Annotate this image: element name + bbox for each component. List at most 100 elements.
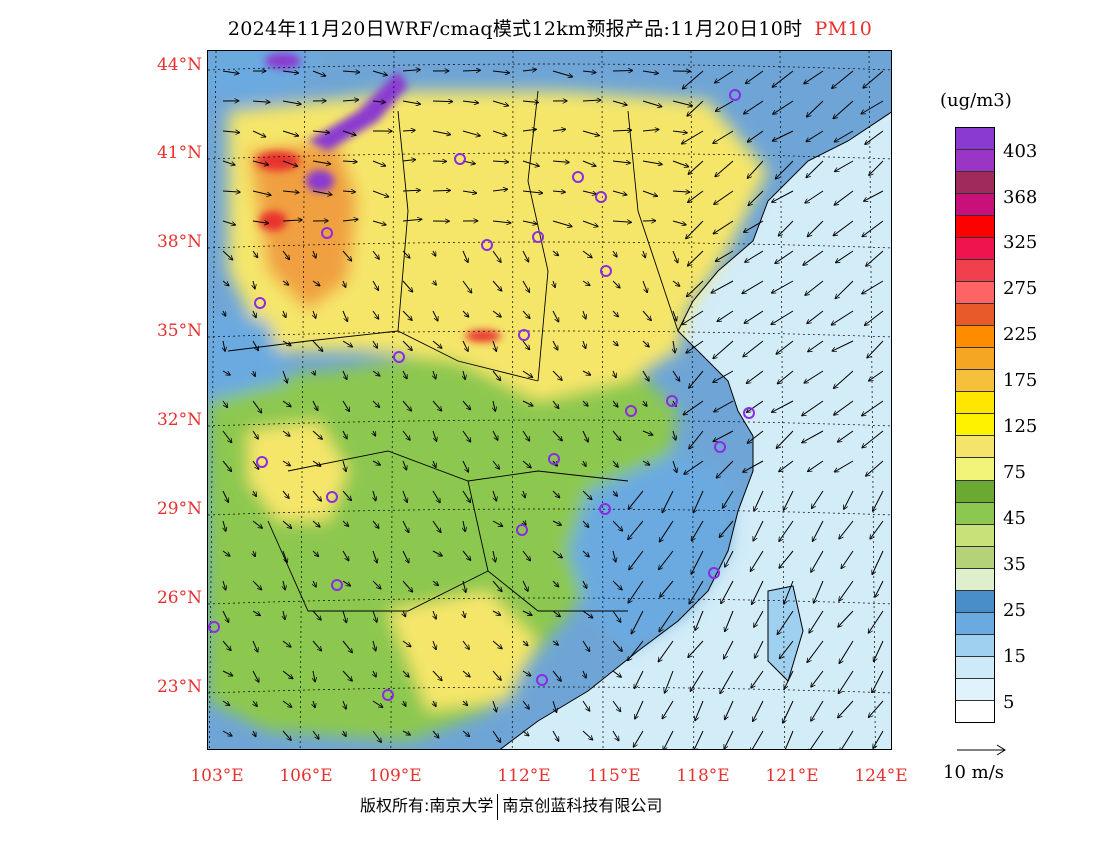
wind-arrow (432, 190, 450, 191)
wind-arrow (643, 400, 647, 406)
station-marker (572, 171, 584, 183)
wind-arrow (283, 310, 286, 318)
wind-arrow (372, 550, 377, 563)
wind-arrow (553, 280, 555, 287)
wind-arrow (811, 550, 824, 572)
station-markers (208, 89, 755, 701)
wind-arrow (372, 610, 377, 622)
wind-arrow (660, 580, 674, 597)
wind-arrow (721, 580, 734, 604)
wind-arrow (642, 160, 662, 164)
wind-arrow (771, 310, 794, 325)
wind-arrow (222, 191, 240, 192)
station-marker (714, 441, 726, 453)
wind-arrow (522, 340, 530, 350)
wind-arrow (672, 280, 680, 286)
wind-arrow (372, 400, 379, 407)
wind-arrow (672, 310, 677, 321)
wind-arrow (462, 130, 480, 136)
wind-arrow (552, 730, 559, 741)
wind-arrow (253, 490, 256, 496)
wind-arrow (402, 130, 415, 131)
wind-arrow (875, 580, 884, 597)
wind-arrow (552, 550, 562, 558)
colorbar-segment (956, 304, 994, 327)
wind-arrow (865, 310, 884, 325)
station-marker (326, 491, 338, 503)
wind-arrow (222, 430, 232, 443)
map-canvas (208, 51, 891, 749)
wind-arrow (862, 430, 884, 448)
wind-arrow (583, 340, 586, 349)
wind-arrow (372, 280, 378, 290)
colorbar-segment (956, 568, 994, 591)
station-marker (518, 329, 530, 341)
wind-arrow (522, 550, 530, 561)
wind-arrow (753, 520, 764, 541)
wind-arrow (282, 430, 290, 436)
wind-arrow (835, 280, 854, 299)
lon-label: 121°E (765, 766, 819, 786)
wind-arrow (784, 670, 794, 689)
wind-arrow (784, 580, 794, 604)
wind-arrow (492, 161, 509, 162)
wind-arrow (582, 610, 593, 618)
wind-arrow (282, 520, 292, 528)
wind-arrow (552, 250, 559, 256)
station-marker (666, 395, 678, 407)
wind-arrow (462, 460, 468, 472)
wind-arrow (832, 340, 854, 351)
wind-arrow (372, 310, 379, 319)
wind-arrow (772, 70, 794, 87)
wind-arrow (869, 370, 884, 381)
severe-top (265, 53, 301, 69)
wind-arrow (687, 100, 704, 116)
wind-arrow (873, 730, 884, 748)
colorbar-segment (956, 216, 994, 239)
colorbar-segment (956, 348, 994, 371)
colorbar-segment (956, 524, 994, 547)
wind-arrow (873, 490, 884, 511)
wind-arrow (522, 370, 533, 377)
wind-arrow (713, 130, 734, 143)
longitude-line (690, 51, 695, 749)
wind-arrow (222, 220, 235, 225)
wind-arrow (522, 640, 528, 646)
wind-arrow (402, 460, 407, 470)
wind-arrow (492, 221, 511, 223)
wind-arrow (664, 670, 674, 693)
wind-arrow (402, 70, 420, 71)
wind-arrow (433, 460, 436, 467)
wind-arrow (716, 460, 734, 478)
wind-arrow (840, 730, 854, 749)
wind-arrow (282, 670, 293, 679)
wind-arrow (775, 250, 794, 263)
wind-arrow (313, 371, 315, 375)
wind-arrow (552, 670, 561, 681)
longitude-line (299, 51, 306, 749)
wind-arrow (342, 191, 355, 192)
wind-arrow (777, 370, 794, 384)
wind-arrow (715, 100, 734, 111)
wind-arrow (282, 460, 290, 466)
colorbar-segment (956, 656, 994, 679)
wind-arrow (253, 280, 255, 289)
longitude-line (601, 51, 604, 749)
wind-arrow (582, 640, 590, 652)
wind-arrow (372, 700, 383, 707)
wind-arrow (831, 310, 854, 325)
wind-arrow (713, 340, 734, 359)
wind-arrow (372, 250, 379, 259)
wind-arrow (747, 160, 764, 178)
wind-arrow (682, 310, 704, 325)
wind-arrow (838, 610, 854, 627)
wind-arrow (772, 130, 794, 141)
colorbar-segment (956, 128, 994, 151)
wind-arrow (582, 520, 589, 527)
wind-arrow (522, 430, 530, 441)
station-marker (708, 567, 720, 579)
wind-arrow (373, 670, 376, 677)
wind-arrow (672, 460, 677, 473)
colorbar-segment (956, 392, 994, 415)
wind-arrow (522, 400, 533, 406)
